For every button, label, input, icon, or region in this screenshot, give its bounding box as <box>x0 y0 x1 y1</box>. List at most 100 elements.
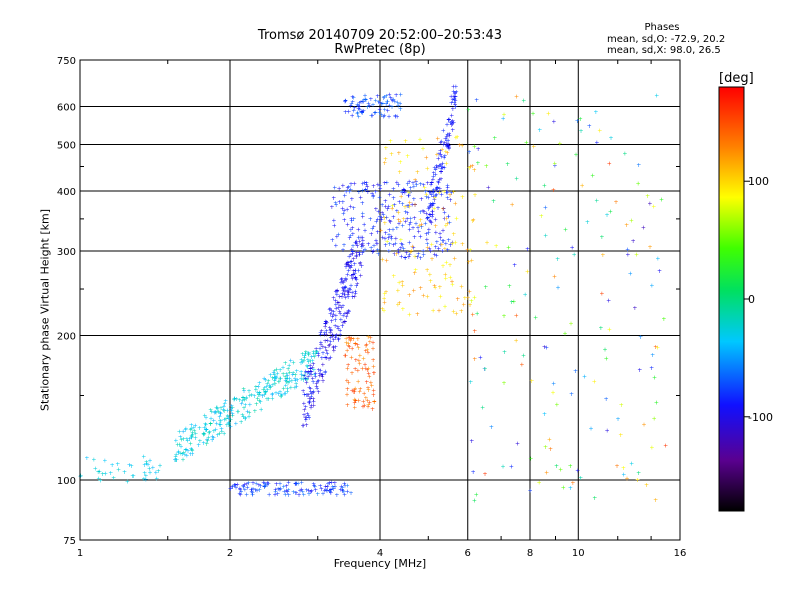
echo-point: + <box>525 269 530 276</box>
echo-point: + <box>178 451 183 458</box>
echo-point: + <box>378 182 383 189</box>
echo-point: + <box>393 241 398 248</box>
echo-point: + <box>257 390 262 397</box>
echo-point: + <box>379 217 384 224</box>
echo-point: + <box>443 275 448 282</box>
echo-point: + <box>219 405 224 412</box>
echo-point: + <box>447 145 452 152</box>
echo-point: + <box>293 480 298 487</box>
echo-point: + <box>407 239 412 246</box>
echo-point: + <box>287 369 292 376</box>
echo-point: + <box>651 204 656 211</box>
echo-point: + <box>401 216 406 223</box>
echo-point: + <box>408 189 413 196</box>
echo-point: + <box>307 399 312 406</box>
echo-point: + <box>311 388 316 395</box>
echo-point: + <box>435 205 440 212</box>
echo-point: + <box>410 244 415 251</box>
echo-point: + <box>441 127 446 134</box>
echo-point: + <box>462 295 467 302</box>
echo-point: + <box>430 213 435 220</box>
echo-point: + <box>189 434 194 441</box>
echo-point: + <box>318 342 323 349</box>
echo-point: + <box>424 210 429 217</box>
echo-point: + <box>276 391 281 398</box>
echo-point: + <box>116 466 121 473</box>
echo-point: + <box>439 138 444 145</box>
echo-point: + <box>287 362 292 369</box>
echo-point: + <box>377 106 382 113</box>
echo-point: + <box>148 470 153 477</box>
echo-point: + <box>350 276 355 283</box>
echo-point: + <box>213 426 218 433</box>
echo-point: + <box>368 335 373 342</box>
echo-point: + <box>288 357 293 364</box>
echo-point: + <box>379 112 384 119</box>
echo-point: + <box>438 176 443 183</box>
echo-point: + <box>353 275 358 282</box>
echo-point: + <box>514 93 519 100</box>
echo-point: + <box>385 239 390 246</box>
echo-point: + <box>609 135 614 142</box>
echo-point: + <box>537 127 542 134</box>
echo-point: + <box>408 215 413 222</box>
echo-point: + <box>356 358 361 365</box>
echo-point: + <box>251 486 256 493</box>
echo-point: + <box>417 223 422 230</box>
echo-point: + <box>245 485 250 492</box>
echo-point: + <box>305 364 310 371</box>
echo-point: + <box>533 315 538 322</box>
echo-point: + <box>308 396 313 403</box>
echo-point: + <box>387 227 392 234</box>
echo-point: + <box>298 487 303 494</box>
echo-point: + <box>429 180 434 187</box>
echo-point: + <box>239 489 244 496</box>
echo-point: + <box>322 332 327 339</box>
echo-point: + <box>222 431 227 438</box>
echo-point: + <box>585 219 590 226</box>
echo-point: + <box>337 308 342 315</box>
echo-point: + <box>445 133 450 140</box>
echo-point: + <box>621 465 626 472</box>
echo-point: + <box>439 166 444 173</box>
echo-point: + <box>654 400 659 407</box>
echo-point: + <box>209 415 214 422</box>
echo-point: + <box>333 323 338 330</box>
echo-point: + <box>350 112 355 119</box>
echo-point: + <box>338 280 343 287</box>
echo-point: + <box>380 306 385 313</box>
echo-point: + <box>325 338 330 345</box>
echo-point: + <box>349 218 354 225</box>
echo-point: + <box>433 223 438 230</box>
echo-point: + <box>445 122 450 129</box>
echo-point: + <box>502 349 507 356</box>
echo-point: + <box>360 237 365 244</box>
echo-point: + <box>301 491 306 498</box>
echo-point: + <box>279 393 284 400</box>
echo-point: + <box>371 339 376 346</box>
echo-point: + <box>262 480 267 487</box>
echo-point: + <box>226 415 231 422</box>
echo-point: + <box>315 349 320 356</box>
echo-point: + <box>146 462 151 469</box>
echo-point: + <box>223 398 228 405</box>
echo-point: + <box>180 451 185 458</box>
echo-point: + <box>425 165 430 172</box>
echo-point: + <box>303 351 308 358</box>
echo-point: + <box>421 209 426 216</box>
echo-point: + <box>375 93 380 100</box>
echo-point: + <box>303 376 308 383</box>
echo-point: + <box>228 485 233 492</box>
echo-point: + <box>201 430 206 437</box>
echo-point: + <box>359 242 364 249</box>
echo-point: + <box>391 242 396 249</box>
echo-point: + <box>346 260 351 267</box>
echo-point: + <box>429 192 434 199</box>
echo-point: + <box>320 362 325 369</box>
echo-point: + <box>416 228 421 235</box>
echo-point: + <box>347 335 352 342</box>
echo-point: + <box>281 371 286 378</box>
echo-point: + <box>357 250 362 257</box>
echo-point: + <box>225 413 230 420</box>
echo-point: + <box>115 461 120 468</box>
